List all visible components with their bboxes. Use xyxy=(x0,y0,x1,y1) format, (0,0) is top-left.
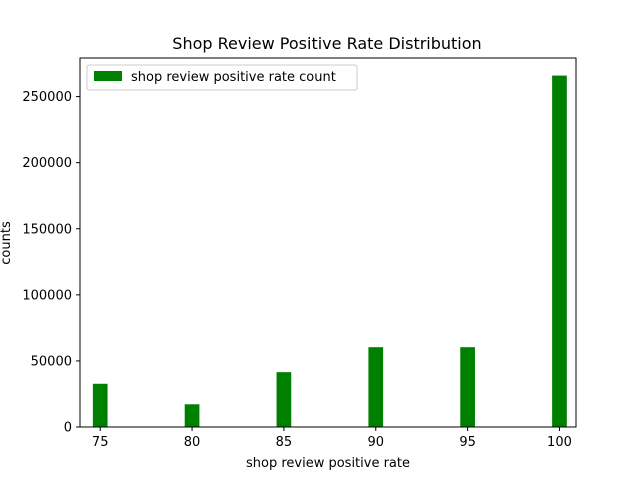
y-axis-label: counts xyxy=(0,221,14,265)
bar-80 xyxy=(184,404,200,427)
x-tick-label-80: 80 xyxy=(184,435,201,450)
bar-85 xyxy=(276,372,292,427)
x-axis: 75 80 85 90 95 100 xyxy=(92,427,572,450)
bar-100 xyxy=(552,75,567,427)
legend: shop review positive rate count xyxy=(86,64,358,91)
y-tick-label-50000: 50000 xyxy=(31,354,72,369)
bars-layer xyxy=(92,75,567,427)
y-axis: 0 50000 100000 150000 200000 250000 xyxy=(22,90,80,436)
bar-95 xyxy=(460,347,475,427)
bar-75 xyxy=(92,383,108,427)
y-tick-label-150000: 150000 xyxy=(22,222,72,237)
y-tick-label-100000: 100000 xyxy=(22,288,72,303)
bar-90 xyxy=(368,347,384,427)
y-tick-label-0: 0 xyxy=(64,421,72,436)
chart-title: Shop Review Positive Rate Distribution xyxy=(172,34,481,53)
x-tick-label-90: 90 xyxy=(367,435,384,450)
x-tick-label-75: 75 xyxy=(92,435,109,450)
legend-swatch xyxy=(94,71,122,81)
y-tick-label-250000: 250000 xyxy=(22,90,72,105)
x-tick-label-85: 85 xyxy=(276,435,293,450)
x-tick-label-95: 95 xyxy=(459,435,476,450)
x-axis-label: shop review positive rate xyxy=(246,456,410,471)
plot-frame xyxy=(79,57,577,428)
legend-label: shop review positive rate count xyxy=(131,70,336,85)
x-tick-label-100: 100 xyxy=(547,435,572,450)
legend-frame xyxy=(86,64,358,91)
y-tick-label-200000: 200000 xyxy=(22,156,72,171)
